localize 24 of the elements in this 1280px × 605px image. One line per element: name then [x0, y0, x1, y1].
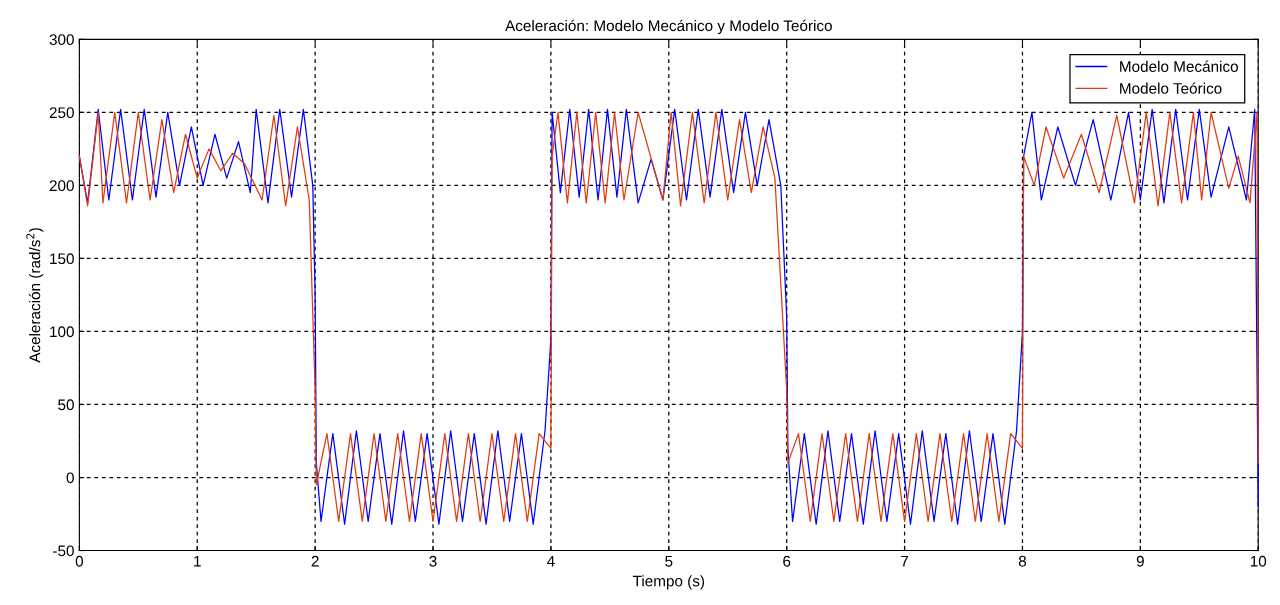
- y-tick-label: 0: [66, 472, 74, 484]
- x-tick-label: 1: [194, 555, 201, 567]
- x-tick-label: 10: [1250, 555, 1267, 567]
- x-tick-label: 9: [1136, 555, 1144, 567]
- y-tick-label: 300: [49, 34, 74, 46]
- y-axis-title: Aceleración (rad/s$^{2}$): [26, 228, 44, 363]
- chart-title: Aceleración: Modelo Mecánico y Modelo Teórico: [505, 19, 832, 35]
- x-tick-label: 6: [783, 555, 791, 567]
- y-tick-label: -50: [53, 545, 74, 557]
- x-axis-title: Tiempo (s): [632, 575, 705, 590]
- x-tick-label: 8: [1018, 555, 1027, 567]
- x-tick-label: 0: [75, 555, 84, 567]
- y-tick-label: 100: [50, 326, 74, 338]
- y-tick-label: 150: [50, 253, 74, 265]
- x-tick-label: 5: [665, 555, 673, 567]
- y-tick-label: 50: [58, 399, 74, 411]
- x-tick-label: 7: [901, 555, 909, 567]
- x-tick-label: 3: [429, 555, 437, 567]
- y-tick-label: 200: [49, 180, 74, 192]
- x-tick-label: 2: [311, 555, 319, 567]
- x-tick-label: 4: [547, 555, 555, 567]
- legend-label: Modelo Teórico: [1120, 82, 1222, 94]
- legend-label: Modelo Mecánico: [1120, 60, 1238, 72]
- y-tick-label: 250: [49, 107, 74, 119]
